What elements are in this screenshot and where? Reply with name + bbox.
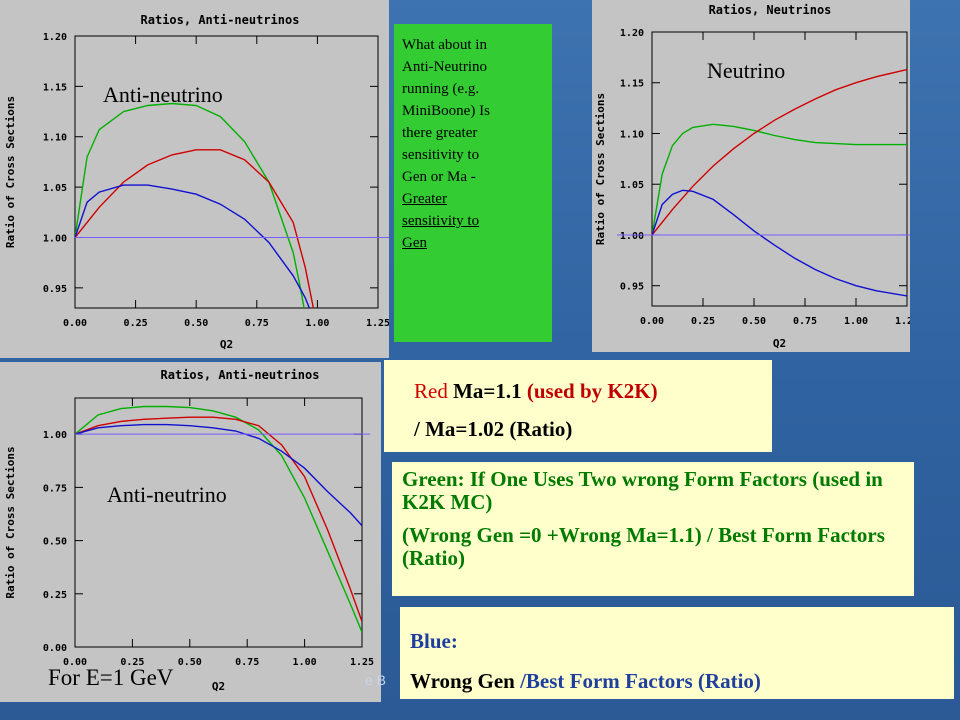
y-tick-label: 1.20	[620, 28, 644, 39]
note-line: Gen or Ma -	[402, 169, 476, 185]
y-tick-label: 1.20	[43, 32, 67, 43]
series-line	[75, 184, 311, 308]
series-line	[652, 189, 907, 297]
chart-bottom-left-antineutrino: 0.00 0.25 0.50 0.75 1.00 1.25 0.00 0.25 0.50 0.75…	[4, 368, 374, 693]
chart-panel-bottom-left: 0.00 0.25 0.50 0.75 1.00 1.25 0.00 0.25 0.50 0.75…	[0, 362, 381, 702]
y-tick-label: 0.25	[43, 590, 67, 601]
x-tick-label: 1.00	[844, 316, 868, 327]
y-tick-label: 1.00	[43, 430, 67, 441]
legend-red-box: Red Ma=1.1 (used by K2K) / Ma=1.02 (Rati…	[384, 360, 772, 452]
x-tick-label: 0.25	[691, 316, 715, 327]
chart-panel-top-left: 0.00 0.25 0.50 0.75 1.00 1.25 0.95 1.00 1.05 1.10…	[0, 0, 389, 358]
y-tick-label: 1.05	[43, 183, 67, 194]
plot-frame	[74, 35, 379, 309]
x-tick-label: 0.50	[742, 316, 766, 327]
note-line: Gen	[402, 235, 427, 251]
x-tick-label: 0.25	[124, 318, 148, 329]
chart-title: Ratios, Anti-neutrinos	[141, 13, 300, 27]
y-tick-label: 1.00	[620, 231, 644, 242]
legend-red-note: (used by K2K)	[521, 379, 658, 403]
series-line	[75, 405, 362, 633]
y-tick-label: 1.10	[620, 129, 644, 140]
legend-blue-line1: Blue:	[410, 629, 458, 653]
note-line: MiniBoone) Is	[402, 103, 490, 119]
x-tick-label: 0.75	[235, 657, 259, 668]
legend-red-color-word: Red	[414, 379, 448, 403]
legend-green-box: Green: If One Uses Two wrong Form Factor…	[392, 462, 914, 596]
energy-label: For E=1 GeV	[48, 665, 174, 690]
note-line: Anti-Neutrino	[402, 59, 487, 75]
plot-frame	[651, 31, 908, 307]
note-line: What about in	[402, 37, 487, 53]
x-tick-label: 0.50	[178, 657, 202, 668]
x-tick-label: 0.00	[63, 318, 87, 329]
overlay-label: Anti-neutrino	[107, 482, 227, 507]
note-line: there greater	[402, 125, 478, 141]
y-tick-label: 1.00	[43, 233, 67, 244]
x-tick-label: 0.75	[793, 316, 817, 327]
x-tick-label: 1.25	[366, 318, 389, 329]
y-tick-label: 0.75	[43, 483, 67, 494]
series-line	[75, 423, 362, 527]
note-line: Greater	[402, 191, 447, 207]
y-axis-label: Ratio of Cross Sections	[4, 96, 17, 248]
legend-blue-box: Blue: Wrong Gen /Best Form Factors (Rati…	[400, 607, 954, 699]
y-tick-label: 0.00	[43, 643, 67, 654]
x-axis-label: Q2	[220, 338, 233, 351]
note-line: sensitivity to	[402, 147, 480, 163]
legend-blue-rest: /Best Form Factors (Ratio)	[514, 669, 761, 693]
x-tick-label: 0.00	[640, 316, 664, 327]
chart-title: Ratios, Anti-neutrinos	[161, 368, 320, 382]
chart-top-left-antineutrino: 0.00 0.25 0.50 0.75 1.00 1.25 0.95 1.00 1.05 1.10…	[4, 13, 389, 351]
legend-green-para1: Green: If One Uses Two wrong Form Factor…	[402, 467, 883, 514]
y-tick-label: 1.15	[620, 79, 644, 90]
note-box: What about in Anti-Neutrino running (e.g…	[394, 24, 552, 342]
legend-blue-line2: Wrong Gen /Best Form Factors (Ratio)	[410, 661, 944, 701]
series-line	[75, 102, 305, 308]
x-tick-label: 1.00	[305, 318, 329, 329]
legend-red-ma: Ma=1.1	[447, 379, 522, 403]
legend-green-para2: (Wrong Gen =0 +Wrong Ma=1.1) / Best Form…	[402, 523, 885, 570]
y-tick-label: 0.95	[43, 284, 67, 295]
y-axis-label: Ratio of Cross Sections	[594, 93, 607, 245]
note-line: running (e.g.	[402, 81, 480, 97]
partial-footer-text: e B	[365, 672, 387, 688]
x-tick-label: 0.75	[245, 318, 269, 329]
y-axis-label: Ratio of Cross Sections	[4, 446, 17, 598]
series-line	[652, 68, 907, 236]
legend-red-line2: / Ma=1.02 (Ratio)	[414, 417, 573, 441]
overlay-label: Neutrino	[707, 58, 785, 83]
x-tick-label: 1.25	[895, 316, 910, 327]
x-tick-label: 0.50	[184, 318, 208, 329]
y-tick-label: 0.95	[620, 282, 644, 293]
chart-title: Ratios, Neutrinos	[709, 3, 832, 17]
x-tick-label: 0.00	[63, 657, 87, 668]
series-line	[652, 123, 907, 236]
x-tick-label: 0.25	[120, 657, 144, 668]
y-tick-label: 1.15	[43, 82, 67, 93]
x-axis-label: Q2	[773, 337, 786, 350]
x-tick-label: 1.25	[350, 657, 374, 668]
legend-red-line1: Red Ma=1.1 (used by K2K)	[414, 372, 772, 410]
note-line: sensitivity to	[402, 213, 480, 229]
x-tick-label: 1.00	[293, 657, 317, 668]
x-axis-label: Q2	[212, 680, 225, 693]
chart-panel-top-right: 0.00 0.25 0.50 0.75 1.00 1.25 0.95 1.00 1.05 1.10…	[592, 0, 910, 352]
plot-frame	[74, 397, 363, 648]
series-line	[75, 416, 362, 622]
chart-top-right-neutrino: 0.00 0.25 0.50 0.75 1.00 1.25 0.95 1.00 1.05 1.10…	[594, 3, 910, 350]
legend-blue-wrong-gen: Wrong Gen	[410, 669, 515, 693]
overlay-label: Anti-neutrino	[103, 82, 223, 107]
y-tick-label: 0.50	[43, 537, 67, 548]
y-tick-label: 1.05	[620, 180, 644, 191]
y-tick-label: 1.10	[43, 133, 67, 144]
